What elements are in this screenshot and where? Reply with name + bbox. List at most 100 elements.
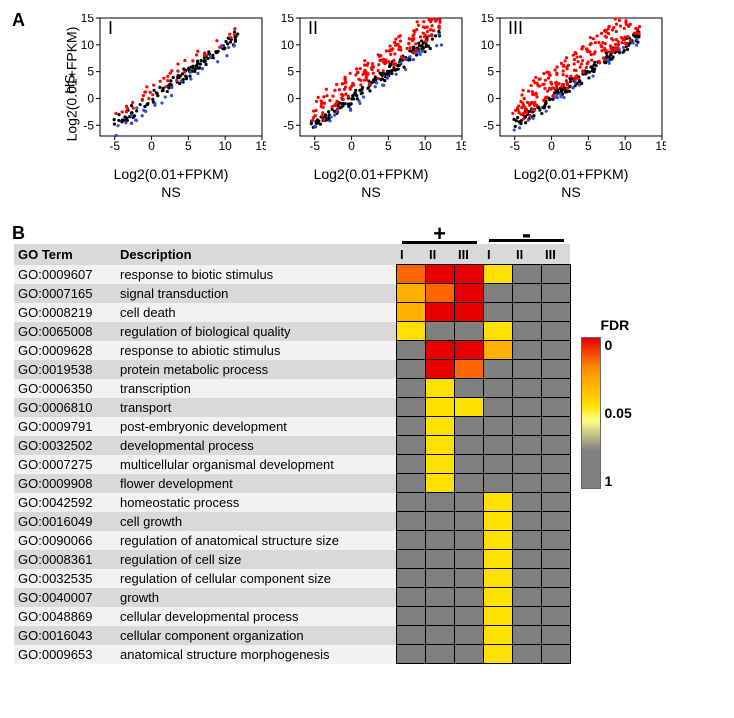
panel-b-label: B: [12, 223, 25, 244]
fdr-legend: FDR 0 0.05 1: [581, 317, 632, 489]
heat-cell: [483, 531, 512, 550]
table-row: GO:0032535regulation of cellular compone…: [14, 569, 570, 588]
heat-cell: [483, 417, 512, 436]
heat-cell: [425, 626, 454, 645]
figure: A Log2(0.01+FPKM) HS -5051015-5051015I L…: [0, 0, 734, 678]
heat-cell: [483, 379, 512, 398]
heat-cell: [425, 341, 454, 360]
heat-cell: [512, 284, 541, 303]
heat-cell: [483, 455, 512, 474]
legend-tick-0: 0: [605, 337, 632, 353]
heat-cell: [541, 284, 570, 303]
heat-cell: [396, 588, 425, 607]
svg-text:0: 0: [148, 139, 155, 153]
heat-cell: [483, 645, 512, 664]
y-axis-shared: Log2(0.01+FPKM) HS: [32, 14, 78, 154]
go-desc: regulation of cellular component size: [116, 569, 396, 588]
go-desc: growth: [116, 588, 396, 607]
scatter-svg-1: -5051015-5051015I: [76, 14, 266, 154]
table-row: GO:0009628response to abiotic stimulus: [14, 341, 570, 360]
panel-b: B + - GO T: [12, 227, 722, 664]
heat-cell: [454, 265, 483, 284]
heat-cell: [512, 531, 541, 550]
svg-text:-5: -5: [83, 118, 94, 132]
svg-text:10: 10: [281, 38, 295, 52]
svg-text:5: 5: [385, 139, 392, 153]
heat-cell: [454, 531, 483, 550]
heat-cell: [483, 284, 512, 303]
table-row: GO:0019538protein metabolic process: [14, 360, 570, 379]
minus-label: -: [489, 229, 564, 239]
heat-cell: [454, 588, 483, 607]
heat-cell: [541, 588, 570, 607]
go-id: GO:0009653: [14, 645, 116, 664]
heat-cell: [541, 360, 570, 379]
plus-label: +: [402, 227, 477, 241]
heat-cell: [541, 303, 570, 322]
hdr-desc: Description: [116, 244, 396, 265]
heat-cell: [425, 550, 454, 569]
go-desc: response to abiotic stimulus: [116, 341, 396, 360]
heat-cell: [454, 436, 483, 455]
scatter-2: -5051015-5051015II Log2(0.01+FPKM) NS: [276, 14, 466, 207]
svg-text:-5: -5: [483, 118, 494, 132]
heat-cell: [396, 645, 425, 664]
heat-cell: [396, 455, 425, 474]
heat-cell: [483, 436, 512, 455]
heat-cell: [512, 607, 541, 626]
heat-cell: [454, 417, 483, 436]
go-desc: multicellular organismal development: [116, 455, 396, 474]
table-row: GO:0009791post-embryonic development: [14, 417, 570, 436]
go-id: GO:0007165: [14, 284, 116, 303]
go-id: GO:0009908: [14, 474, 116, 493]
hdr-col-3: I: [483, 244, 512, 265]
hdr-col-1: II: [425, 244, 454, 265]
x-axis-sub-3: NS: [476, 184, 666, 200]
heat-cell: [425, 379, 454, 398]
heat-cell: [512, 550, 541, 569]
heat-cell: [454, 284, 483, 303]
table-row: GO:0007275multicellular organismal devel…: [14, 455, 570, 474]
heat-cell: [396, 493, 425, 512]
go-id: GO:0006350: [14, 379, 116, 398]
table-row: GO:0065008regulation of biological quali…: [14, 322, 570, 341]
svg-text:-5: -5: [109, 139, 120, 153]
heat-cell: [483, 303, 512, 322]
go-desc: signal transduction: [116, 284, 396, 303]
table-row: GO:0090066regulation of anatomical struc…: [14, 531, 570, 550]
heat-cell: [512, 455, 541, 474]
panel-a-label: A: [12, 10, 25, 31]
svg-text:5: 5: [287, 65, 294, 79]
heat-cell: [454, 512, 483, 531]
legend-bar: [581, 337, 601, 489]
table-row: GO:0006810transport: [14, 398, 570, 417]
legend-ticks: 0 0.05 1: [605, 337, 632, 489]
hdr-col-5: III: [541, 244, 570, 265]
heat-cell: [454, 303, 483, 322]
heat-cell: [512, 474, 541, 493]
heat-cell: [512, 493, 541, 512]
heat-cell: [483, 512, 512, 531]
svg-text:5: 5: [185, 139, 192, 153]
heat-cell: [541, 474, 570, 493]
go-desc: regulation of biological quality: [116, 322, 396, 341]
heat-cell: [512, 341, 541, 360]
heat-cell: [512, 417, 541, 436]
heat-cell: [425, 436, 454, 455]
heat-cell: [483, 265, 512, 284]
heat-cell: [512, 398, 541, 417]
heat-cell: [541, 265, 570, 284]
go-id: GO:0006810: [14, 398, 116, 417]
svg-text:5: 5: [487, 65, 494, 79]
go-desc: flower development: [116, 474, 396, 493]
go-id: GO:0008219: [14, 303, 116, 322]
heat-cell: [425, 607, 454, 626]
heat-cell: [396, 531, 425, 550]
hdr-col-0: I: [396, 244, 425, 265]
scatter-row: -5051015-5051015I Log2(0.01+FPKM) NS -50…: [76, 14, 722, 207]
svg-text:15: 15: [481, 14, 495, 25]
table-row: GO:0006350transcription: [14, 379, 570, 398]
go-id: GO:0032502: [14, 436, 116, 455]
go-id: GO:0007275: [14, 455, 116, 474]
heat-cell: [454, 493, 483, 512]
